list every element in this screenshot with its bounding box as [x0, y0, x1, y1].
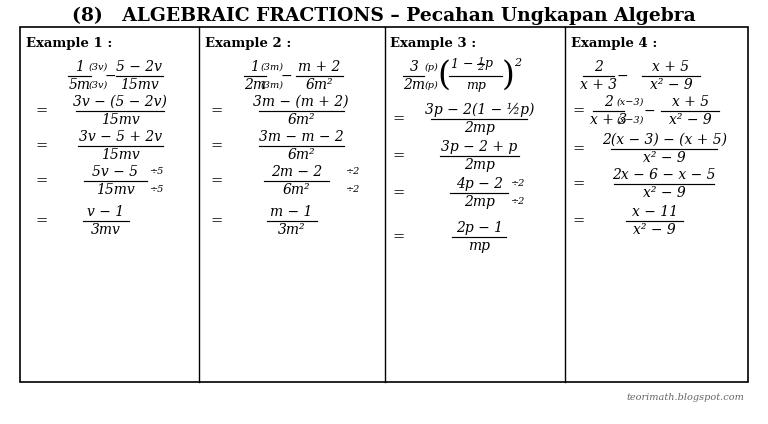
Text: 3p − 2(1 − ½p): 3p − 2(1 − ½p): [425, 103, 534, 117]
Text: teorimath.blogspot.com: teorimath.blogspot.com: [626, 393, 744, 402]
Text: 5 − 2v: 5 − 2v: [117, 60, 162, 74]
Text: 5v − 5: 5v − 5: [92, 165, 138, 179]
Text: 3mv: 3mv: [91, 223, 121, 237]
Text: Example 1 :: Example 1 :: [26, 37, 112, 50]
Text: =: =: [572, 214, 584, 228]
Text: Example 3 :: Example 3 :: [390, 37, 476, 50]
Text: Example 2 :: Example 2 :: [205, 37, 291, 50]
Text: x + 3: x + 3: [580, 78, 617, 92]
Text: 1 −: 1 −: [451, 58, 473, 70]
Text: =: =: [35, 104, 48, 118]
Text: =: =: [210, 139, 223, 153]
Text: =: =: [392, 230, 405, 244]
Text: 3m − m − 2: 3m − m − 2: [259, 130, 343, 144]
Text: x² − 9: x² − 9: [650, 78, 692, 92]
Text: (3v): (3v): [88, 62, 108, 72]
Text: 2: 2: [604, 95, 613, 109]
Text: 3v − (5 − 2v): 3v − (5 − 2v): [73, 95, 167, 109]
Text: 2mp: 2mp: [464, 121, 495, 135]
Text: 3: 3: [409, 60, 419, 74]
Text: 2(x − 3) − (x + 5): 2(x − 3) − (x + 5): [602, 133, 727, 147]
Text: p: p: [485, 58, 493, 70]
Text: 4p − 2: 4p − 2: [456, 177, 503, 191]
Text: =: =: [210, 214, 223, 228]
Text: (3m): (3m): [261, 62, 284, 72]
Text: (8)   ALGEBRAIC FRACTIONS – Pecahan Ungkapan Algebra: (8) ALGEBRAIC FRACTIONS – Pecahan Ungkap…: [72, 7, 696, 25]
Text: x − 11: x − 11: [631, 205, 677, 219]
Text: =: =: [572, 142, 584, 156]
Text: 2m − 2: 2m − 2: [271, 165, 322, 179]
Text: 6m²: 6m²: [287, 113, 315, 127]
Text: =: =: [35, 174, 48, 188]
Text: 3v − 5 + 2v: 3v − 5 + 2v: [78, 130, 162, 144]
Text: =: =: [210, 174, 223, 188]
Text: (3m): (3m): [261, 81, 284, 89]
Text: (: (: [437, 60, 450, 92]
Text: 2m: 2m: [403, 78, 425, 92]
Text: 6m²: 6m²: [283, 183, 310, 197]
Text: (3v): (3v): [88, 81, 108, 89]
Text: ÷2: ÷2: [346, 186, 360, 195]
Text: 1: 1: [477, 56, 484, 65]
Text: −: −: [617, 69, 629, 83]
Text: m − 1: m − 1: [270, 205, 313, 219]
Text: =: =: [572, 177, 584, 191]
Text: 1: 1: [75, 60, 84, 74]
Text: =: =: [35, 214, 48, 228]
Text: =: =: [210, 104, 223, 118]
Text: (p): (p): [424, 62, 438, 72]
Text: =: =: [392, 186, 405, 200]
Text: 15mv: 15mv: [96, 183, 134, 197]
Text: −: −: [281, 69, 293, 83]
Text: ): ): [502, 60, 515, 92]
Text: 15mv: 15mv: [120, 78, 159, 92]
Text: 6m²: 6m²: [306, 78, 333, 92]
Text: x + 5: x + 5: [672, 95, 709, 109]
Text: x² − 9: x² − 9: [643, 151, 686, 165]
Text: mp: mp: [466, 80, 486, 92]
Text: 2: 2: [515, 58, 521, 68]
Text: x + 3: x + 3: [590, 113, 627, 127]
Text: 3m²: 3m²: [278, 223, 306, 237]
Text: 2: 2: [594, 60, 603, 74]
Text: 3p − 2 + p: 3p − 2 + p: [441, 140, 518, 154]
Text: 2m: 2m: [244, 78, 266, 92]
Text: 15mv: 15mv: [101, 148, 140, 162]
Text: 2: 2: [477, 62, 484, 72]
Text: −: −: [644, 104, 656, 118]
Text: (p): (p): [424, 81, 438, 89]
Text: ÷2: ÷2: [511, 179, 525, 189]
Text: 3m − (m + 2): 3m − (m + 2): [253, 95, 349, 109]
Bar: [20, 27, 748, 382]
Text: x² − 9: x² − 9: [669, 113, 712, 127]
Text: 15mv: 15mv: [101, 113, 140, 127]
Text: (x−3): (x−3): [617, 115, 644, 125]
Text: x² − 9: x² − 9: [643, 186, 686, 200]
Text: 2mp: 2mp: [464, 195, 495, 209]
Text: ÷5: ÷5: [150, 167, 164, 176]
Text: =: =: [392, 112, 405, 126]
Text: Example 4 :: Example 4 :: [571, 37, 657, 50]
Text: 5m: 5m: [68, 78, 91, 92]
Text: mp: mp: [468, 239, 490, 253]
Text: x + 5: x + 5: [652, 60, 690, 74]
Text: m + 2: m + 2: [298, 60, 341, 74]
Text: x² − 9: x² − 9: [634, 223, 676, 237]
Text: =: =: [572, 104, 584, 118]
Text: 1: 1: [250, 60, 260, 74]
Text: 2mp: 2mp: [464, 158, 495, 172]
Text: =: =: [392, 149, 405, 163]
Text: (x−3): (x−3): [617, 98, 644, 106]
Text: 2x − 6 − x − 5: 2x − 6 − x − 5: [612, 168, 716, 182]
Text: =: =: [35, 139, 48, 153]
Text: ÷5: ÷5: [150, 186, 164, 195]
Text: ÷2: ÷2: [346, 167, 360, 176]
Text: 2p − 1: 2p − 1: [456, 221, 503, 235]
Text: −: −: [104, 69, 116, 83]
Text: ÷2: ÷2: [511, 198, 525, 206]
Text: 6m²: 6m²: [287, 148, 315, 162]
Text: v − 1: v − 1: [87, 205, 124, 219]
